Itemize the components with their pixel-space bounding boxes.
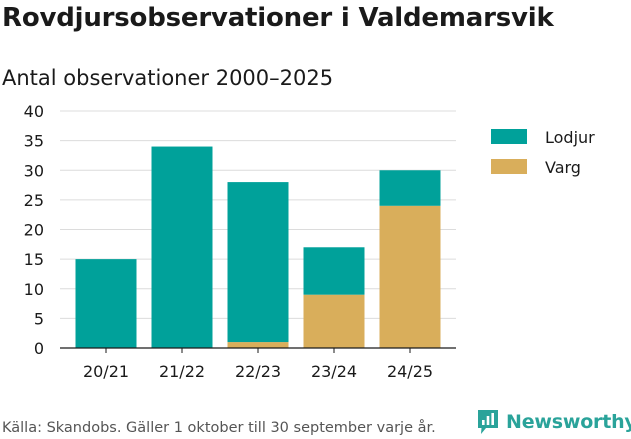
chart-title: Rovdjursobservationer i Valdemarsvik bbox=[2, 3, 554, 33]
bar-lodjur-21-22 bbox=[151, 146, 213, 348]
bar-varg-23-24 bbox=[303, 294, 365, 348]
bar-lodjur-22-23 bbox=[227, 182, 289, 343]
y-tick-label-10: 10 bbox=[24, 280, 44, 299]
x-tick-label-20-21: 20/21 bbox=[83, 362, 129, 381]
y-tick-label-30: 30 bbox=[24, 161, 44, 180]
chart-subtitle: Antal observationer 2000–2025 bbox=[2, 66, 334, 90]
legend-swatch-lodjur bbox=[491, 129, 527, 144]
x-tick-label-21-22: 21/22 bbox=[159, 362, 205, 381]
source-note: Källa: Skandobs. Gäller 1 oktober till 3… bbox=[2, 420, 436, 436]
y-tick-label-25: 25 bbox=[24, 191, 44, 210]
bar-lodjur-23-24 bbox=[303, 247, 365, 295]
brand-name: Newsworthy bbox=[506, 411, 631, 433]
y-tick-label-40: 40 bbox=[24, 102, 44, 121]
brand-logo[interactable]: Newsworthy bbox=[476, 408, 631, 436]
y-tick-label-0: 0 bbox=[34, 339, 44, 358]
x-tick-label-22-23: 22/23 bbox=[235, 362, 281, 381]
bar-varg-22-23 bbox=[227, 342, 289, 348]
bar-lodjur-20-21 bbox=[75, 259, 137, 348]
x-tick-label-24-25: 24/25 bbox=[387, 362, 433, 381]
x-tick-label-23-24: 23/24 bbox=[311, 362, 357, 381]
y-tick-label-5: 5 bbox=[34, 309, 44, 328]
newsworthy-logo-icon bbox=[478, 410, 498, 434]
y-tick-label-15: 15 bbox=[24, 250, 44, 269]
legend-label-varg: Varg bbox=[545, 158, 581, 177]
bar-lodjur-24-25 bbox=[379, 170, 441, 206]
legend-swatch-varg bbox=[491, 159, 527, 174]
y-tick-label-20: 20 bbox=[24, 221, 44, 240]
chart-plot: 0 5 10 15 20 25 30 35 40 20/21 21/22 22/23 23/24 24/2… bbox=[24, 102, 596, 381]
y-tick-label-35: 35 bbox=[24, 132, 44, 151]
legend-label-lodjur: Lodjur bbox=[545, 128, 595, 147]
bar-varg-24-25 bbox=[379, 205, 441, 348]
